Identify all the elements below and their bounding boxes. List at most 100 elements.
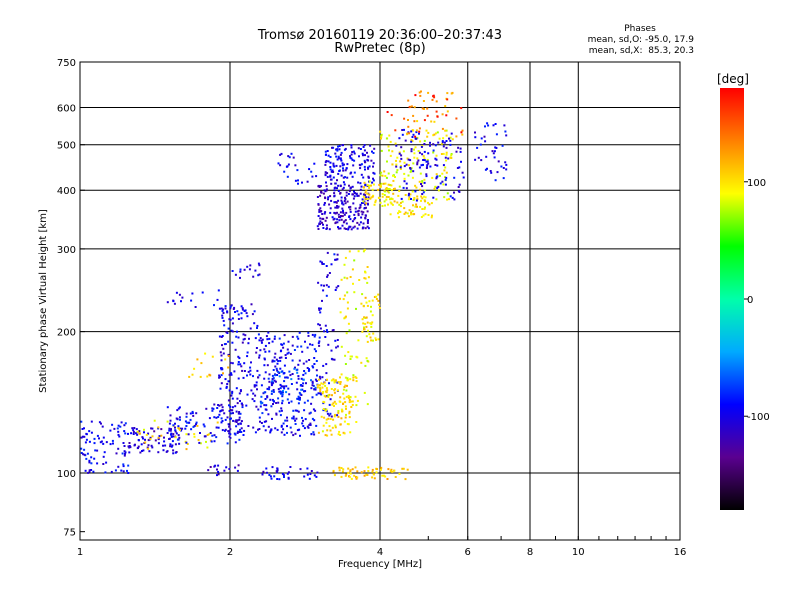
data-point [441,140,444,143]
data-point [431,98,434,101]
data-point [413,152,416,155]
data-point [365,301,368,304]
data-point [298,391,301,394]
data-point [311,381,314,384]
data-point [351,468,354,471]
data-point [348,225,351,228]
data-point [420,183,422,185]
data-point [336,253,339,256]
data-point [329,174,332,177]
data-point [455,117,458,120]
data-point [117,430,120,433]
data-point [171,440,174,443]
data-point [280,356,283,359]
data-point [264,408,267,411]
data-point [330,388,333,390]
data-point [291,373,294,375]
data-point [206,433,209,436]
data-point [128,445,131,447]
data-point [281,395,284,398]
data-point [476,146,479,149]
data-point [229,318,232,321]
data-point [93,437,96,440]
data-point [405,182,408,185]
data-point [237,377,240,380]
data-point [360,163,363,166]
data-point [446,198,449,201]
data-point [224,428,227,431]
data-point [143,431,145,434]
data-point [277,360,280,362]
data-point [234,348,237,351]
data-point [395,165,398,168]
data-point [249,327,252,330]
data-point [438,174,441,177]
data-point [455,150,458,153]
data-point [325,188,328,191]
data-point [286,376,289,379]
data-point [334,186,337,189]
data-point [312,366,315,369]
data-point [99,441,102,444]
data-point [227,355,230,357]
data-point [432,143,435,146]
data-point [230,373,233,376]
data-point [379,468,382,471]
data-point [421,107,424,110]
data-point [366,340,369,343]
data-point [359,188,362,191]
data-point [224,378,227,381]
data-point [264,398,267,400]
data-point [223,343,226,346]
data-point [342,186,345,189]
data-point [371,150,373,153]
data-point [109,429,112,432]
data-point [328,382,330,385]
data-point [384,190,387,193]
data-point [261,401,264,404]
data-point [351,404,354,406]
data-point [342,167,344,170]
data-point [353,152,356,155]
data-point [229,433,232,436]
data-point [178,442,181,445]
data-point [383,200,386,203]
data-point [443,169,446,172]
data-point [339,216,342,219]
data-point [440,153,443,155]
data-point [427,214,430,216]
data-point [224,305,227,308]
data-point [461,171,464,174]
data-point [238,418,241,421]
data-point [322,391,325,393]
data-point [175,432,178,435]
data-point [331,403,334,406]
data-point [300,384,303,386]
data-point [228,468,231,470]
data-point [363,328,366,331]
data-point [326,434,329,437]
data-point [333,189,336,192]
data-point [365,206,367,209]
data-point [291,335,294,338]
data-point [277,388,280,391]
data-point [387,172,390,175]
data-point [373,172,376,175]
data-point [303,370,306,372]
data-point [92,470,95,473]
data-point [368,300,371,303]
data-point [163,436,165,439]
data-point [220,354,223,357]
data-point [291,359,294,362]
data-point [282,346,285,349]
data-point [341,162,344,165]
data-point [172,449,175,452]
data-point [323,284,325,287]
data-point [90,431,93,434]
data-point [302,382,305,385]
data-point [333,391,336,394]
data-point [334,289,337,291]
data-point [320,382,323,385]
data-point [375,295,378,298]
data-point [252,426,255,429]
